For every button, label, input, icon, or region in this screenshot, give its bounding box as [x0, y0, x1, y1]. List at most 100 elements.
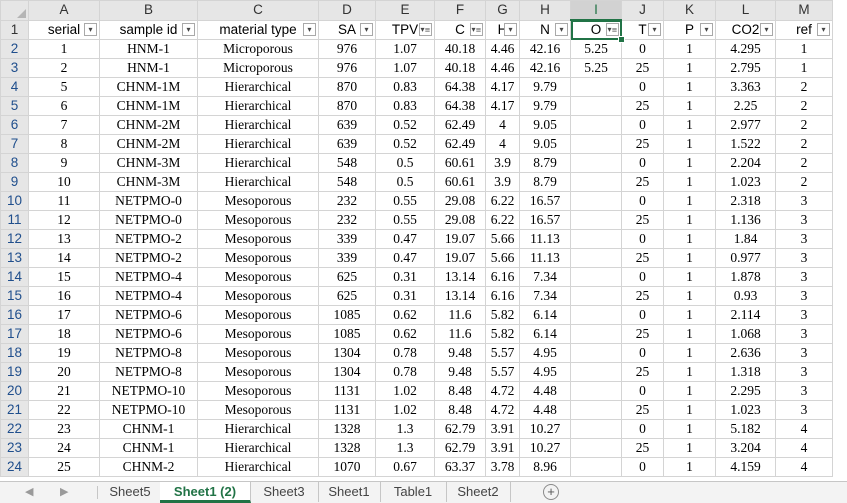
data-cell[interactable]: CHNM-1 — [99, 438, 198, 458]
data-cell[interactable]: 9.48 — [434, 362, 486, 382]
header-cell[interactable]: N ▾ — [519, 19, 571, 40]
data-cell[interactable]: 4.17 — [485, 77, 520, 97]
header-cell[interactable]: TPV ▾≡ — [375, 19, 435, 40]
data-cell[interactable]: 3.9 — [485, 153, 520, 173]
row-number[interactable]: 21 — [0, 400, 29, 420]
data-cell[interactable]: HNM-1 — [99, 39, 198, 59]
data-cell[interactable]: 64.38 — [434, 96, 486, 116]
data-cell[interactable]: 2.114 — [715, 305, 776, 325]
data-cell[interactable]: 1.878 — [715, 267, 776, 287]
data-cell[interactable]: 3 — [775, 267, 833, 287]
data-cell[interactable]: 5.57 — [485, 343, 520, 363]
data-cell[interactable]: 4.48 — [519, 400, 571, 420]
data-cell[interactable]: 25 — [621, 438, 664, 458]
data-cell[interactable] — [570, 419, 622, 439]
data-cell[interactable]: CHNM-2 — [99, 457, 198, 477]
data-cell[interactable]: 42.16 — [519, 58, 571, 78]
row-number[interactable]: 5 — [0, 96, 29, 116]
data-cell[interactable] — [570, 210, 622, 230]
data-cell[interactable]: 6.14 — [519, 305, 571, 325]
row-number[interactable]: 13 — [0, 248, 29, 268]
data-cell[interactable]: 25 — [28, 457, 100, 477]
data-cell[interactable]: 2.318 — [715, 191, 776, 211]
data-cell[interactable]: 1.318 — [715, 362, 776, 382]
select-all-corner[interactable] — [0, 0, 29, 21]
column-header-d[interactable]: D — [318, 0, 376, 21]
data-cell[interactable]: Mesoporous — [197, 362, 319, 382]
data-cell[interactable]: 8.79 — [519, 172, 571, 192]
data-cell[interactable] — [570, 77, 622, 97]
data-cell[interactable]: 1 — [663, 134, 716, 154]
data-cell[interactable]: 1.3 — [375, 438, 435, 458]
data-cell[interactable]: CHNM-2M — [99, 134, 198, 154]
header-cell[interactable]: SA ▾ — [318, 19, 376, 40]
data-cell[interactable]: 1.023 — [715, 172, 776, 192]
column-header-m[interactable]: M — [775, 0, 833, 21]
header-cell[interactable]: H ▾ — [485, 19, 520, 40]
data-cell[interactable]: CHNM-3M — [99, 153, 198, 173]
data-cell[interactable]: 2 — [775, 134, 833, 154]
data-cell[interactable]: 1 — [663, 58, 716, 78]
data-cell[interactable]: 6.14 — [519, 324, 571, 344]
data-cell[interactable]: 7.34 — [519, 267, 571, 287]
data-cell[interactable]: 976 — [318, 58, 376, 78]
data-cell[interactable]: 4 — [775, 438, 833, 458]
scroll-tabs-left-icon[interactable]: ◀ — [25, 486, 34, 498]
row-number[interactable]: 3 — [0, 58, 29, 78]
header-cell[interactable]: material type ▾ — [197, 19, 319, 40]
data-cell[interactable]: 0.47 — [375, 229, 435, 249]
data-cell[interactable]: 3 — [775, 400, 833, 420]
data-cell[interactable]: 0.83 — [375, 96, 435, 116]
filter-dropdown-icon[interactable]: ▾ — [648, 22, 661, 36]
header-cell[interactable]: serial ▾ — [28, 19, 100, 40]
data-cell[interactable]: 3.204 — [715, 438, 776, 458]
data-cell[interactable]: 6.22 — [485, 191, 520, 211]
row-number[interactable]: 23 — [0, 438, 29, 458]
data-cell[interactable]: Mesoporous — [197, 191, 319, 211]
data-cell[interactable]: 1.02 — [375, 400, 435, 420]
data-cell[interactable]: 1131 — [318, 381, 376, 401]
row-number[interactable]: 6 — [0, 115, 29, 135]
data-cell[interactable]: 0 — [621, 77, 664, 97]
data-cell[interactable]: Mesoporous — [197, 343, 319, 363]
scroll-tabs-right-icon[interactable]: ▶ — [60, 486, 69, 498]
data-cell[interactable]: 1 — [663, 267, 716, 287]
data-cell[interactable]: NETPMO-10 — [99, 381, 198, 401]
data-cell[interactable]: 1 — [663, 96, 716, 116]
data-cell[interactable]: 1.84 — [715, 229, 776, 249]
data-cell[interactable]: 2 — [775, 153, 833, 173]
data-cell[interactable]: 62.79 — [434, 438, 486, 458]
header-cell[interactable]: O ▾≡ — [570, 19, 622, 40]
data-cell[interactable]: 625 — [318, 267, 376, 287]
data-cell[interactable]: 1 — [663, 39, 716, 59]
data-cell[interactable]: 25 — [621, 286, 664, 306]
data-cell[interactable]: 0.52 — [375, 134, 435, 154]
row-number[interactable]: 7 — [0, 134, 29, 154]
data-cell[interactable]: 4 — [775, 419, 833, 439]
data-cell[interactable]: 1.3 — [375, 419, 435, 439]
data-cell[interactable]: Hierarchical — [197, 457, 319, 477]
data-cell[interactable]: 7.34 — [519, 286, 571, 306]
data-cell[interactable]: 1 — [663, 172, 716, 192]
data-cell[interactable]: 2.795 — [715, 58, 776, 78]
data-cell[interactable]: 2 — [775, 115, 833, 135]
data-cell[interactable]: 8 — [28, 134, 100, 154]
data-cell[interactable]: 0.5 — [375, 153, 435, 173]
data-cell[interactable]: 339 — [318, 229, 376, 249]
data-cell[interactable]: CHNM-1 — [99, 419, 198, 439]
column-header-a[interactable]: A — [28, 0, 100, 21]
row-number[interactable]: 12 — [0, 229, 29, 249]
data-cell[interactable]: 5.57 — [485, 362, 520, 382]
data-cell[interactable]: CHNM-1M — [99, 96, 198, 116]
data-cell[interactable]: 0.52 — [375, 115, 435, 135]
data-cell[interactable]: 19.07 — [434, 229, 486, 249]
data-cell[interactable]: 0.78 — [375, 362, 435, 382]
data-cell[interactable]: 1 — [663, 305, 716, 325]
data-cell[interactable]: 1 — [663, 457, 716, 477]
data-cell[interactable]: 0.62 — [375, 324, 435, 344]
data-cell[interactable]: 0 — [621, 305, 664, 325]
data-cell[interactable]: 25 — [621, 324, 664, 344]
data-cell[interactable]: 6 — [28, 96, 100, 116]
data-cell[interactable]: 0.977 — [715, 248, 776, 268]
data-cell[interactable]: 4.17 — [485, 96, 520, 116]
